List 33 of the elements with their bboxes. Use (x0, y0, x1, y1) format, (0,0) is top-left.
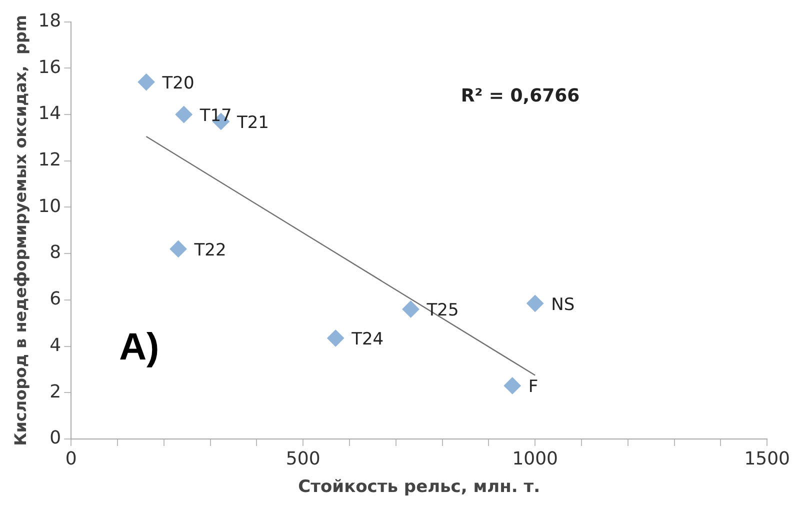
point (170, 240, 187, 258)
y-tick-label: 0 (50, 428, 62, 449)
y-tick-label: 12 (38, 150, 62, 171)
annotation: A) (119, 326, 160, 368)
x-tick-label: 0 (65, 448, 77, 470)
annotation: T24 (350, 330, 384, 350)
annotation: T25 (426, 300, 459, 321)
x-axis-title: Стойкость рельс, млн. т. (298, 477, 540, 498)
y-tick-label: 16 (38, 56, 62, 78)
annotation: T17 (198, 106, 232, 126)
y-tick-label: 14 (38, 103, 62, 124)
point (175, 106, 192, 124)
point (327, 330, 344, 347)
point (504, 377, 521, 394)
point (526, 294, 544, 312)
y-tick-label: 6 (50, 288, 62, 310)
y-tick-label: 18 (38, 10, 62, 32)
x-tick-label: 500 (286, 448, 320, 470)
point (138, 74, 155, 91)
annotation: NS (551, 294, 575, 315)
annotation: T22 (193, 240, 226, 260)
x-tick-label: 1000 (512, 448, 558, 470)
annotation: F (528, 377, 538, 398)
x-tick-label: 1500 (744, 448, 790, 470)
annotation: T20 (161, 73, 194, 94)
y-tick-label: 2 (50, 381, 62, 402)
annotation: T21 (236, 112, 270, 133)
point (402, 300, 420, 318)
y-tick-label: 10 (38, 196, 62, 217)
annotation: R² = 0,6766 (460, 85, 580, 106)
y-tick-label: 4 (50, 334, 62, 356)
y-tick-label: 8 (50, 242, 62, 264)
y-axis-title: Кислород в недеформируемых оксидах, ppm (10, 14, 30, 446)
